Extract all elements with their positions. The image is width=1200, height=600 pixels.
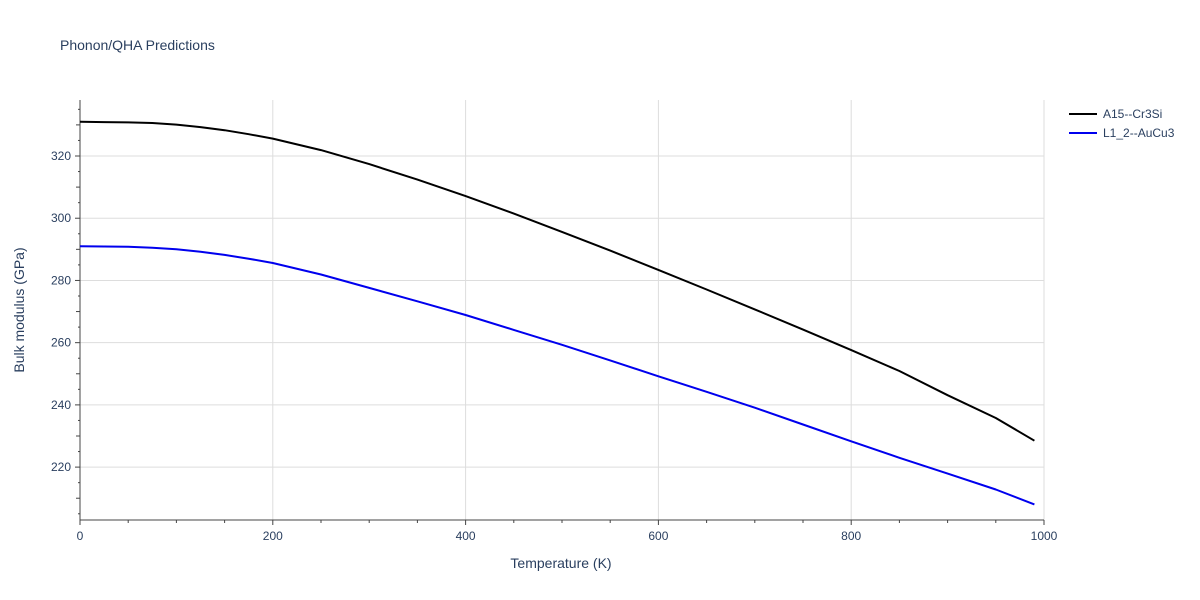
grid-layer — [80, 100, 1045, 520]
legend-label-1: A15--Cr3Si — [1103, 107, 1162, 121]
x-tick-label: 600 — [648, 529, 668, 543]
legend: A15--Cr3Si L1_2--AuCu3 — [1069, 107, 1175, 140]
y-tick-label: 260 — [51, 336, 71, 350]
y-tick-label: 220 — [51, 460, 71, 474]
chart-title: Phonon/QHA Predictions — [60, 37, 215, 53]
y-tick-label: 280 — [51, 273, 71, 287]
y-tick-label: 300 — [51, 211, 71, 225]
y-tick-label: 320 — [51, 149, 71, 163]
x-axis-title: Temperature (K) — [510, 555, 611, 571]
x-tick-label: 1000 — [1031, 529, 1058, 543]
y-axis-title: Bulk modulus (GPa) — [11, 247, 27, 372]
x-tick-label: 200 — [263, 529, 283, 543]
legend-label-2: L1_2--AuCu3 — [1103, 126, 1175, 140]
series-line-2 — [79, 245, 1035, 506]
series-layer — [79, 120, 1035, 506]
x-tick-label: 0 — [77, 529, 84, 543]
axes: 0 200 400 600 800 1000 220 240 260 280 300 320 — [51, 100, 1058, 543]
x-tick-label: 800 — [841, 529, 861, 543]
series-line-1 — [79, 120, 1035, 442]
y-tick-label: 240 — [51, 398, 71, 412]
x-tick-label: 400 — [456, 529, 476, 543]
